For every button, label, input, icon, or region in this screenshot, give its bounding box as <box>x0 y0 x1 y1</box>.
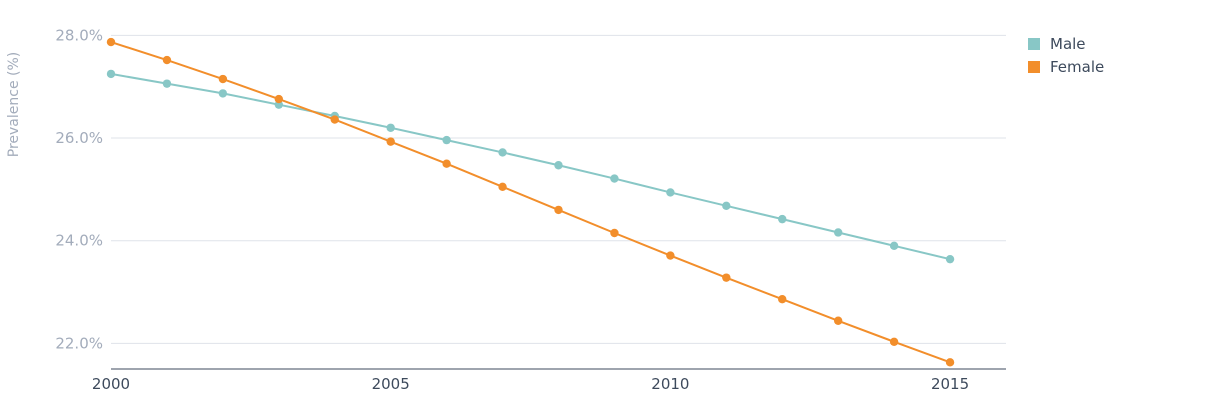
data-point-female-2010[interactable] <box>666 251 675 260</box>
data-point-male-2011[interactable] <box>722 201 731 210</box>
data-point-female-2011[interactable] <box>722 273 731 282</box>
series-layer <box>106 37 955 367</box>
x-tick-label-2: 2010 <box>651 375 689 393</box>
data-point-male-2010[interactable] <box>666 188 675 197</box>
data-point-male-2009[interactable] <box>610 174 619 183</box>
x-tick-label-3: 2015 <box>931 375 969 393</box>
series-male <box>106 69 955 264</box>
series-line-male <box>110 72 951 261</box>
data-point-male-2012[interactable] <box>778 214 787 224</box>
y-tick-label-0: 22.0% <box>55 334 103 352</box>
data-point-male-2000[interactable] <box>106 69 116 79</box>
data-point-female-2012[interactable] <box>778 295 787 304</box>
data-point-male-2013[interactable] <box>833 228 843 237</box>
data-point-male-2002[interactable] <box>218 89 228 98</box>
data-point-female-2015[interactable] <box>945 358 955 367</box>
data-point-male-2005[interactable] <box>386 123 395 132</box>
legend-item-male[interactable]: Male <box>1028 32 1104 55</box>
x-tick-label-0: 2000 <box>92 375 130 393</box>
y-axis-label: Prevalence (%) <box>6 52 22 158</box>
series-line-female <box>110 41 951 364</box>
y-tick-label-2: 26.0% <box>55 129 103 147</box>
data-point-female-2001[interactable] <box>162 55 172 65</box>
data-point-female-2003[interactable] <box>274 94 284 104</box>
x-tick-label-1: 2005 <box>372 375 410 393</box>
legend-item-female[interactable]: Female <box>1028 55 1104 78</box>
data-point-female-2006[interactable] <box>442 159 451 168</box>
data-point-male-2006[interactable] <box>442 135 451 145</box>
data-point-female-2005[interactable] <box>386 137 395 146</box>
data-point-male-2007[interactable] <box>498 148 507 157</box>
data-point-female-2007[interactable] <box>498 182 507 192</box>
legend-label-female: Female <box>1050 57 1105 76</box>
data-point-male-2015[interactable] <box>945 254 955 264</box>
data-point-male-2014[interactable] <box>889 241 899 251</box>
data-point-female-2004[interactable] <box>330 115 339 124</box>
data-point-female-2000[interactable] <box>106 37 116 47</box>
series-female <box>106 37 955 367</box>
data-point-female-2014[interactable] <box>889 337 899 346</box>
data-point-female-2009[interactable] <box>610 228 619 238</box>
x-axis-ticks: 2000 2005 2010 2015 <box>92 375 969 393</box>
legend-swatch-male <box>1028 37 1040 50</box>
legend-swatch-female <box>1028 60 1040 73</box>
data-point-female-2013[interactable] <box>833 316 843 325</box>
y-tick-label-1: 24.0% <box>55 232 103 250</box>
data-point-male-2001[interactable] <box>162 79 172 88</box>
data-point-female-2002[interactable] <box>218 74 228 84</box>
legend-label-male: Male <box>1050 34 1086 53</box>
y-tick-label-3: 28.0% <box>55 26 103 44</box>
legend: Male Female <box>1028 32 1104 78</box>
y-axis-ticks: 22.0% 24.0% 26.0% 28.0% <box>55 26 103 352</box>
data-point-male-2008[interactable] <box>554 161 563 170</box>
data-point-female-2008[interactable] <box>554 205 563 215</box>
grid-lines <box>111 34 1006 344</box>
